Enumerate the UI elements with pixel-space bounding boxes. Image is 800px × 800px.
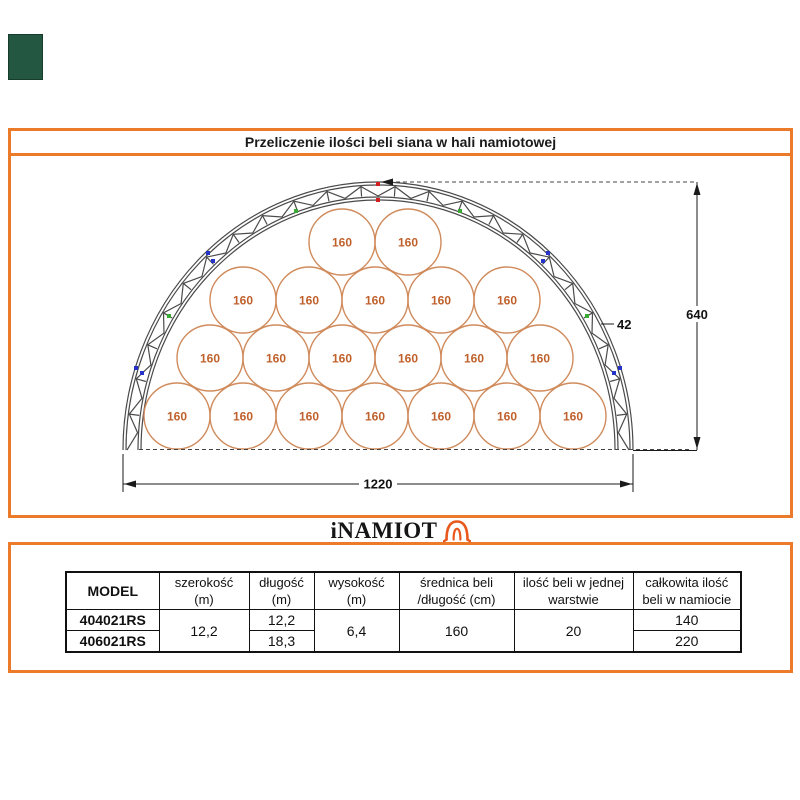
header-bales-per-layer: ilość beli w jednej warstwie <box>513 571 634 610</box>
table-row: 406021RS 18,3 220 <box>65 630 742 653</box>
bale-label: 160 <box>431 410 451 424</box>
truss-node-markers <box>134 182 622 375</box>
bale-label: 160 <box>233 410 253 424</box>
cell-width: 12,2 <box>158 609 250 653</box>
bale-label: 160 <box>200 352 220 366</box>
cell-total-1: 140 <box>632 609 742 631</box>
bale-label: 160 <box>167 410 187 424</box>
dimension-annotations: 1220 640 42 <box>122 178 712 492</box>
bale-circle <box>374 208 442 276</box>
cell-bales-per-layer: 20 <box>513 609 634 653</box>
height-dimension-label: 640 <box>686 307 708 322</box>
bale-circle <box>506 324 574 392</box>
bale-label: 160 <box>299 294 319 308</box>
bale-label: 160 <box>563 410 583 424</box>
bale-label: 160 <box>398 352 418 366</box>
bale-label: 160 <box>365 294 385 308</box>
main-frame: Przeliczenie ilości beli siana w hali na… <box>8 128 793 673</box>
cell-length-2: 18,3 <box>248 630 315 653</box>
header-length: długość (m) <box>248 571 315 610</box>
cell-height: 6,4 <box>313 609 400 653</box>
header-height: wysokość (m) <box>313 571 400 610</box>
cell-bale-diameter: 160 <box>398 609 515 653</box>
cell-length-1: 12,2 <box>248 609 315 631</box>
bale-label: 160 <box>497 294 517 308</box>
bale-label: 160 <box>464 352 484 366</box>
logo-band: iNAMIOT <box>8 515 793 545</box>
table-row: 404021RS 12,2 12,2 6,4 160 20 140 <box>65 609 742 653</box>
truss-dimension-label: 42 <box>617 317 631 332</box>
header-model: MODEL <box>65 571 160 610</box>
header-total-bales: całkowita ilość beli w namiocie <box>632 571 742 610</box>
brand-logo-text: iNAMIOT <box>330 517 438 543</box>
bale-label: 160 <box>431 294 451 308</box>
tent-logo-icon <box>442 520 471 543</box>
bale-label: 160 <box>299 410 319 424</box>
cell-model-2: 406021RS <box>65 630 160 653</box>
bale-label: 160 <box>233 294 253 308</box>
bale-label: 160 <box>332 236 352 250</box>
page-title: Przeliczenie ilości beli siana w hali na… <box>244 134 557 150</box>
bale-circle <box>473 266 541 334</box>
bale-label: 160 <box>365 410 385 424</box>
hay-bales-group: 160 160 160 160 160 160 160 160 160 160 160 160 160 1… <box>143 208 607 450</box>
bale-label: 160 <box>530 352 550 366</box>
cell-model-1: 404021RS <box>65 609 160 631</box>
cell-total-2: 220 <box>632 630 742 653</box>
bale-label: 160 <box>332 352 352 366</box>
bale-label: 160 <box>497 410 517 424</box>
bale-label: 160 <box>398 236 418 250</box>
bale-label: 160 <box>266 352 286 366</box>
title-band: Przeliczenie ilości beli siana w hali na… <box>11 131 790 156</box>
header-bale-diameter: średnica beli /długość (cm) <box>398 571 515 610</box>
table-header-row: MODEL szerokość (m) długość (m) wysokość… <box>65 571 742 610</box>
spec-table: MODEL szerokość (m) długość (m) wysokość… <box>65 571 742 653</box>
header-width: szerokość (m) <box>158 571 250 610</box>
green-color-swatch <box>8 34 43 80</box>
width-dimension-label: 1220 <box>364 477 393 492</box>
